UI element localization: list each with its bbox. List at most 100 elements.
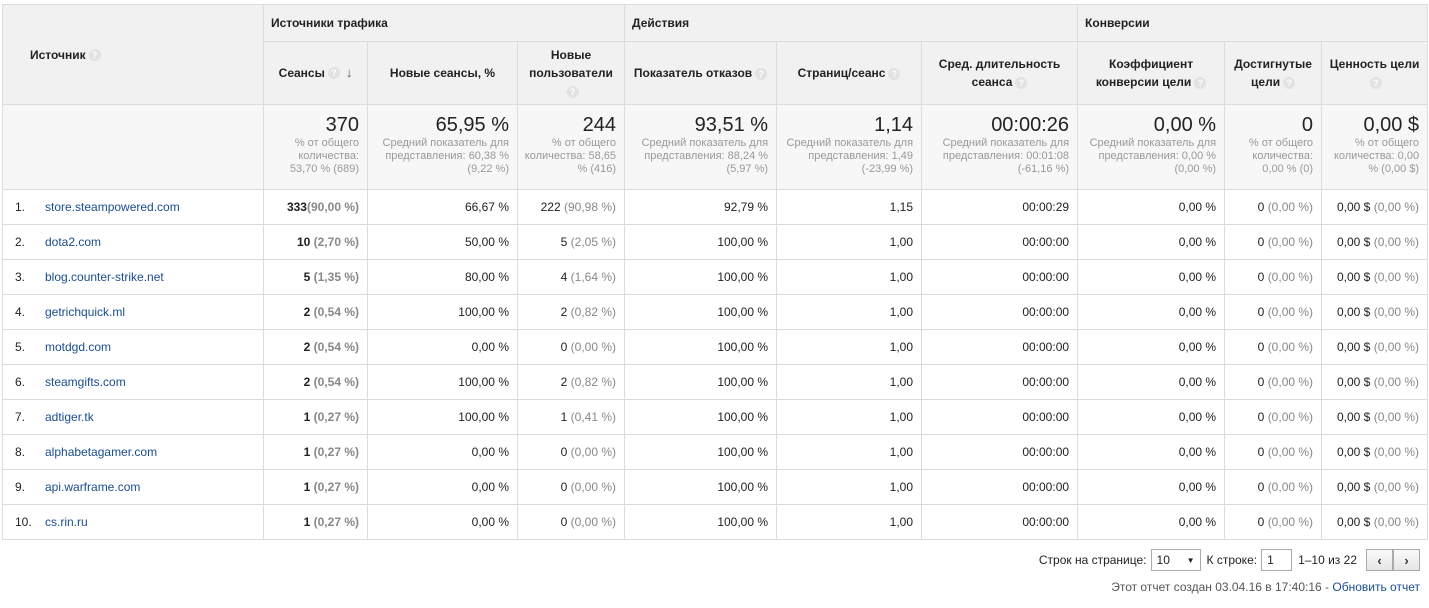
table-row: 9. api.warframe.com 1 (0,27 %) 0,00 % 0 (0,0… [2,469,1429,505]
total-subtext: % от общего количества: 0,00 % (0) [1248,137,1314,175]
source-link[interactable]: store.steampowered.com [45,200,180,214]
source-link[interactable]: motdgd.com [45,340,112,354]
col-header-goal-conversion-rate[interactable]: Коэффициент конверсии цели? [1077,41,1226,105]
sort-desc-icon[interactable]: ↓ [345,65,353,81]
cell-value: 0 [560,480,568,494]
source-link[interactable]: steamgifts.com [45,375,126,389]
cell-new-sessions-pct: 0,00 % [367,469,518,505]
col-header-goal-completions[interactable]: Достигнутые цели? [1224,41,1323,105]
source-link[interactable]: dota2.com [45,235,102,249]
cell-avg-session-duration: 00:00:00 [921,294,1079,330]
help-icon[interactable]: ? [1370,76,1383,89]
cell-new-users: 222 (90,98 %) [516,189,626,225]
cell-avg-session-duration: 00:00:00 [921,469,1079,505]
col-header-sessions[interactable]: Сеансы? ↓ [263,41,368,105]
col-header-new-sessions-pct[interactable]: Новые сеансы, % [367,41,518,105]
cell-value: 0 [1257,480,1265,494]
table-row: 5. motdgd.com 2 (0,54 %) 0,00 % 0 (0,00 %) 10… [2,329,1429,365]
cell-bounce-rate: 100,00 % [624,469,778,505]
cell-percent: (0,00 %) [1373,340,1420,354]
cell-value: 00:00:00 [1022,480,1070,494]
source-link[interactable]: api.warframe.com [45,480,141,494]
col-header-bounce-rate[interactable]: Показатель отказов? [624,41,778,105]
cell-sessions: 10 (2,70 %) [263,224,368,260]
cell-percent: (0,00 %) [1373,480,1420,494]
cell-sessions: 1 (0,27 %) [263,399,368,435]
cell-value: 100,00 % [717,305,769,319]
cell-new-users: 0 (0,00 %) [516,504,626,540]
cell-new-users: 0 (0,00 %) [516,469,626,505]
row-number: 6. [15,375,26,389]
cell-pages-per-session: 1,00 [776,469,923,505]
cell-value: 0 [1257,515,1265,529]
cell-sessions: 1 (0,27 %) [263,469,368,505]
col-header-goal-value[interactable]: Ценность цели? [1321,41,1429,105]
cell-goal-value: 0,00 $ (0,00 %) [1321,224,1429,260]
total-value: 1,14 [874,114,914,136]
source-header[interactable]: Источник? [2,4,264,105]
cell-value: 100,00 % [717,270,769,284]
cell-new-users: 1 (0,41 %) [516,399,626,435]
cell-value: 0,00 $ [1336,305,1371,319]
cell-value: 00:00:00 [1022,340,1070,354]
cell-value: 0 [1257,410,1265,424]
help-icon[interactable]: ? [888,67,901,80]
source-cell: 5. motdgd.com [2,329,264,365]
row-number: 1. [15,200,26,214]
cell-value: 0,00 % [1178,445,1217,459]
cell-avg-session-duration: 00:00:00 [921,504,1079,540]
cell-sessions: 5 (1,35 %) [263,259,368,295]
cell-value: 2 [560,375,568,389]
cell-value: 222 [540,200,561,214]
total-value: 244 [582,114,617,136]
cell-new-users: 2 (0,82 %) [516,294,626,330]
source-link[interactable]: cs.rin.ru [45,515,88,529]
table-row: 8. alphabetagamer.com 1 (0,27 %) 0,00 % 0 (0… [2,434,1429,470]
help-icon[interactable]: ? [1283,76,1296,89]
cell-value: 66,67 % [464,200,509,214]
cell-goal-value: 0,00 $ (0,00 %) [1321,294,1429,330]
row-number: 8. [15,445,26,459]
help-icon[interactable]: ? [755,67,768,80]
cell-percent: (90,98 %) [564,200,617,214]
next-page-button[interactable]: › [1393,549,1420,571]
total-goal-completions: 0% от общего количества: 0,00 % (0) [1224,104,1323,190]
col-header-avg-session-duration[interactable]: Сред. длительность сеанса? [921,41,1079,105]
cell-goal-conversion-rate: 0,00 % [1077,294,1226,330]
cell-value: 0,00 % [1178,305,1217,319]
pagination-bar: Строк на странице: 10 ▼ К строке: 1 1–10 … [1039,540,1427,580]
help-icon[interactable]: ? [1015,76,1028,89]
source-link[interactable]: adtiger.tk [45,410,94,424]
cell-value: 100,00 % [717,445,769,459]
help-icon[interactable]: ? [327,67,340,80]
cell-percent: (0,00 %) [1373,445,1420,459]
cell-avg-session-duration: 00:00:00 [921,434,1079,470]
col-header-new-users[interactable]: Новые пользователи? [516,41,626,105]
prev-page-button[interactable]: ‹ [1366,549,1393,571]
cell-pages-per-session: 1,00 [776,364,923,400]
cell-value: 5 [303,270,311,284]
col-header-pages-per-session[interactable]: Страниц/сеанс? [776,41,923,105]
cell-new-sessions-pct: 66,67 % [367,189,518,225]
source-cell: 3. blog.counter-strike.net [2,259,264,295]
rows-per-page-select[interactable]: 10 ▼ [1150,549,1201,571]
source-link[interactable]: blog.counter-strike.net [45,270,164,284]
refresh-report-link[interactable]: Обновить отчет [1332,580,1420,594]
cell-new-users: 4 (1,64 %) [516,259,626,295]
cell-percent: (0,00 %) [570,445,617,459]
cell-value: 1,00 [889,270,914,284]
cell-value: 0,00 % [1178,340,1217,354]
goto-row-input[interactable]: 1 [1261,549,1293,571]
source-cell: 4. getrichquick.ml [2,294,264,330]
help-icon[interactable]: ? [88,49,101,62]
cell-percent: (1,64 %) [570,270,617,284]
source-link[interactable]: getrichquick.ml [45,305,126,319]
cell-percent: (0,00 %) [1373,270,1420,284]
cell-value: 00:00:00 [1022,235,1070,249]
help-icon[interactable]: ? [566,85,579,98]
cell-percent: (0,00 %) [570,515,617,529]
source-link[interactable]: alphabetagamer.com [45,445,158,459]
help-icon[interactable]: ? [1194,76,1207,89]
table-row: 3. blog.counter-strike.net 5 (1,35 %) 80,00… [2,259,1429,295]
cell-new-sessions-pct: 50,00 % [367,224,518,260]
